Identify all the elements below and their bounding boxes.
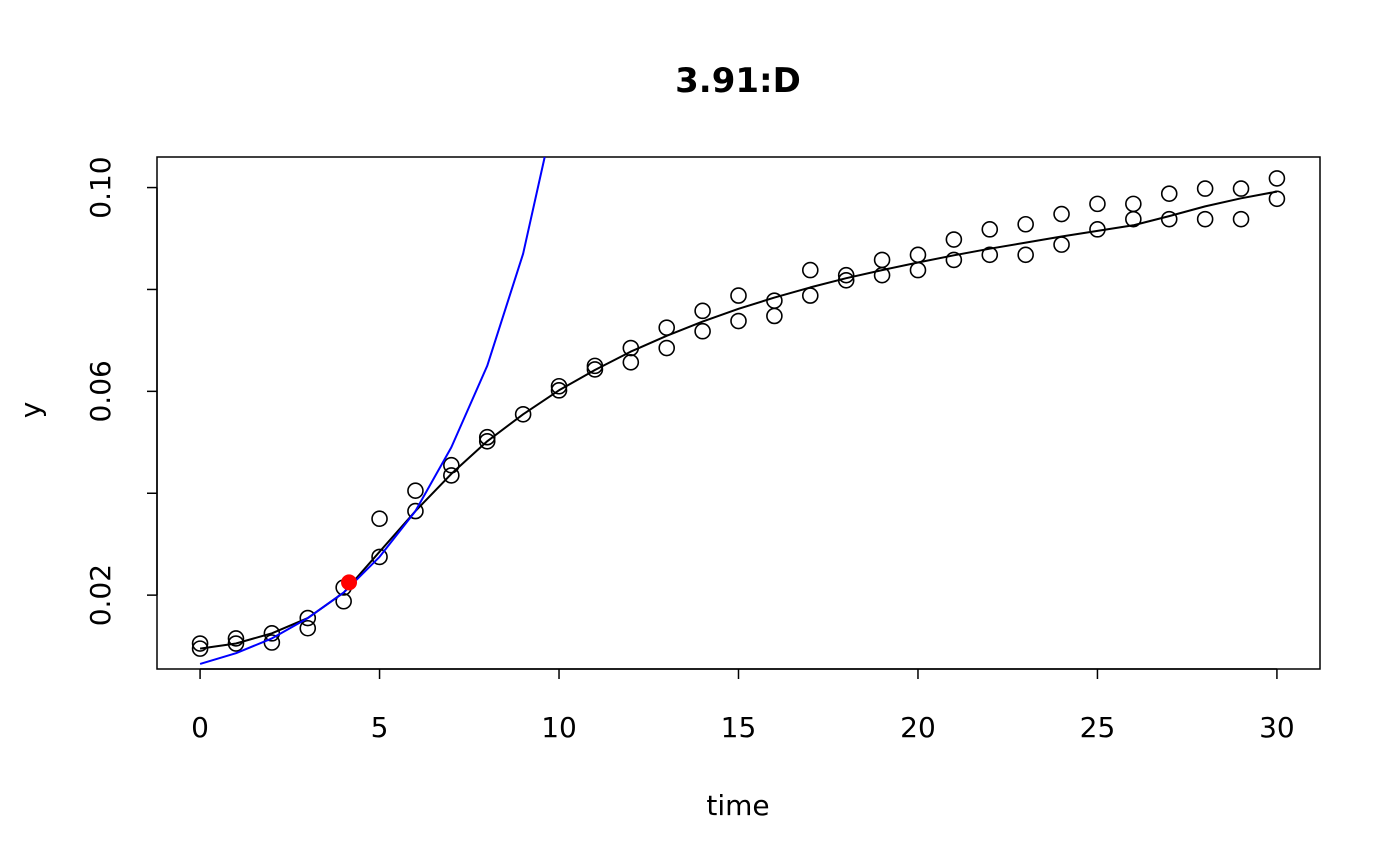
data-point: [981, 246, 999, 264]
data-point: [837, 266, 855, 284]
data-point: [945, 231, 963, 248]
data-point: [1196, 180, 1214, 197]
data-point: [1232, 210, 1250, 228]
x-tick-label: 25: [1080, 711, 1116, 744]
data-point: [407, 482, 424, 499]
data-point: [371, 548, 388, 566]
chart-title: 3.91:D: [675, 61, 801, 101]
data-point: [730, 312, 747, 330]
y-axis: 0.02 0.06 0.10: [84, 156, 158, 626]
x-axis-label: time: [706, 789, 769, 822]
data-point: [191, 640, 209, 657]
model-fit-line: [199, 190, 1278, 650]
data-point: [1017, 246, 1034, 264]
data-point: [1196, 210, 1214, 228]
data-point: [550, 382, 568, 399]
y-tick-label: 0.06: [84, 360, 117, 422]
data-point: [873, 266, 891, 284]
data-point: [586, 361, 604, 378]
data-point: [1125, 210, 1142, 228]
data-point: [1268, 170, 1286, 187]
y-axis-label: y: [14, 402, 47, 419]
data-point: [1232, 180, 1250, 197]
data-point: [801, 261, 819, 279]
data-point: [227, 635, 245, 652]
data-point: [371, 510, 388, 528]
data-point: [1160, 185, 1178, 202]
data-point: [909, 261, 927, 279]
y-tick-label: 0.10: [84, 156, 117, 218]
data-point: [1053, 236, 1070, 253]
highlight-point: [341, 574, 358, 591]
data-point: [1053, 205, 1070, 223]
x-tick-label: 0: [191, 711, 209, 744]
data-point: [514, 405, 532, 423]
x-tick-label: 20: [900, 711, 936, 744]
data-point: [1089, 195, 1106, 213]
data-point: [1125, 195, 1142, 213]
data-point: [478, 432, 496, 450]
data-point: [945, 251, 963, 269]
data-point: [801, 287, 819, 304]
data-point: [263, 634, 281, 651]
data-point: [730, 287, 747, 304]
data-point: [622, 354, 640, 371]
data-point: [766, 307, 783, 325]
x-tick-label: 10: [541, 711, 577, 744]
data-point: [191, 635, 209, 652]
x-tick-label: 15: [721, 711, 757, 744]
data-point: [1160, 210, 1178, 228]
exponential-fit-line: [199, 156, 546, 665]
data-point: [694, 302, 711, 320]
y-tick-label: 0.02: [84, 564, 117, 626]
data-point: [1268, 190, 1286, 208]
data-point: [443, 467, 460, 484]
data-point: [658, 339, 676, 357]
x-tick-label: 30: [1259, 711, 1295, 744]
data-point: [909, 246, 927, 264]
series-layer: [191, 156, 1286, 665]
data-point: [299, 609, 317, 627]
data-point: [299, 619, 317, 637]
data-point: [981, 221, 999, 238]
data-point: [407, 502, 424, 520]
x-axis: 0 5 10 15 20 25 30: [191, 668, 1295, 744]
plot-area-frame: [156, 156, 1321, 670]
data-point: [694, 322, 711, 340]
data-point: [873, 251, 891, 269]
data-point: [478, 428, 496, 446]
data-point: [1017, 215, 1034, 233]
data-point: [227, 630, 245, 647]
x-tick-label: 5: [371, 711, 389, 744]
